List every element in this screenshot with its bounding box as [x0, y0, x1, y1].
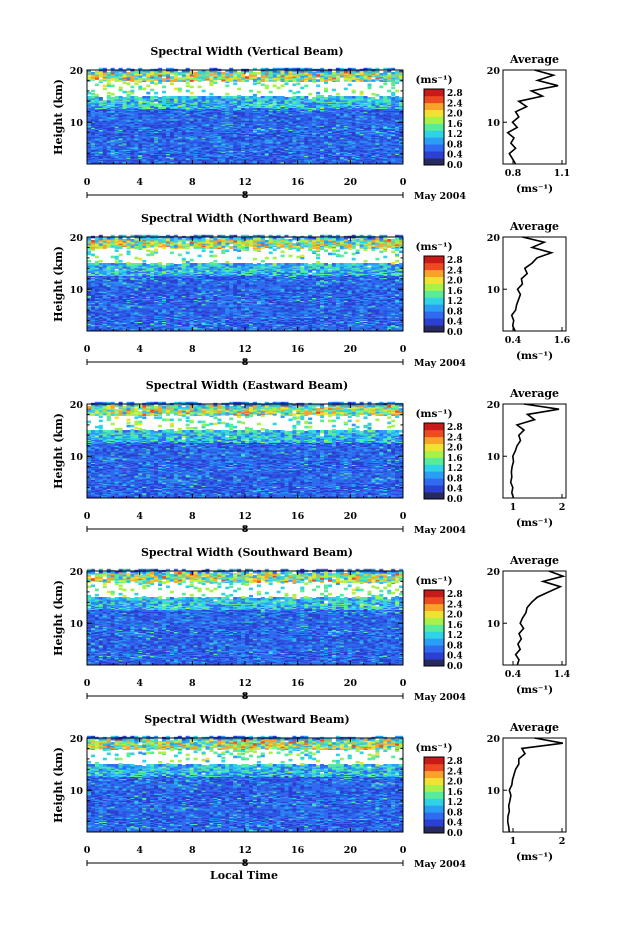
panel-title: Spectral Width (Vertical Beam) — [150, 45, 343, 58]
spectral-width-figure: Spectral Width (Vertical Beam)2010Height… — [0, 0, 622, 929]
heatmap-cells — [87, 68, 403, 165]
